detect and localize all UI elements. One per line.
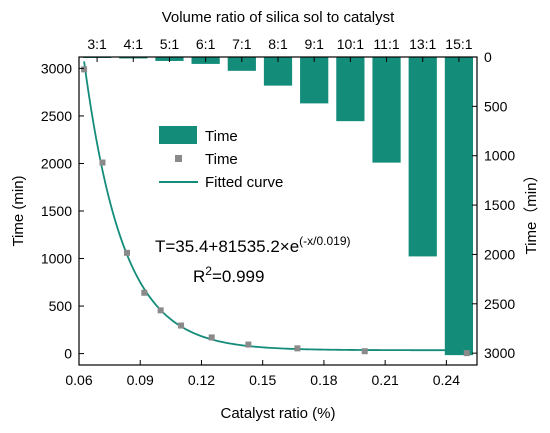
bar [408,57,437,257]
top-tick-label: 4:1 [124,36,144,52]
x-tick-label: 0.18 [310,372,337,388]
scatter-point [81,66,88,73]
legend: Time Time Fitted curve [159,126,283,191]
scatter-point [99,159,106,166]
y-tick-label-right: 1500 [484,197,515,213]
r2-prefix: R [193,267,205,286]
top-tick-label: 9:1 [304,36,324,52]
scatter-point [361,348,368,355]
ticks-group: 0.06 0.09 0.12 0.15 0.18 0.21 0.24 0 500 1000 1500… [41,36,516,388]
top-tick-label: 5:1 [160,36,180,52]
legend-fit-label: Fitted curve [205,174,283,191]
top-tick-label: 7:1 [232,36,252,52]
y-tick-label-right: 1000 [484,148,515,164]
y-tick-label-right: 500 [484,98,508,114]
x-axis-title: Catalyst ratio (%) [220,405,335,422]
legend-bar-swatch [159,126,197,144]
scatter-point [294,345,301,352]
y-axis-title-right: Time（min） [523,168,540,255]
fit-r-squared: R2=0.999 [193,264,264,286]
r2-sup: 2 [205,264,212,278]
top-tick-label: 15:1 [445,36,472,52]
x-tick-label: 0.12 [188,372,215,388]
legend-scatter-label: Time [205,151,238,168]
scatter-point [141,289,148,296]
bar [372,57,401,163]
y-tick-label-left: 3000 [41,60,72,76]
top-tick-label: 13:1 [409,36,436,52]
r2-suffix: =0.999 [212,267,264,286]
bar [336,57,365,122]
bar [227,57,256,71]
top-tick-label: 10:1 [337,36,364,52]
y-tick-label-left: 2500 [41,108,72,124]
x-tick-label: 0.24 [433,372,460,388]
legend-scatter-swatch [175,155,182,162]
scatter-point [245,341,252,348]
y-tick-label-left: 1000 [41,251,72,267]
scatter-point [463,350,470,357]
y-tick-label-left: 500 [49,298,73,314]
top-tick-label: 6:1 [196,36,216,52]
top-tick-label: 3:1 [87,36,107,52]
fit-curve-group [83,61,467,352]
top-tick-label: 8:1 [268,36,288,52]
y-tick-label-left: 1500 [41,203,72,219]
legend-bar-label: Time [205,128,238,145]
scatter-point [157,307,164,314]
y-tick-label-right: 3000 [484,345,515,361]
y-tick-label-left: 0 [64,346,72,362]
x-tick-label: 0.09 [127,372,154,388]
fit-equation-main: T=35.4+81535.2×e [155,237,299,256]
fit-curve [83,61,467,352]
y-tick-label-right: 0 [484,49,492,65]
y-tick-label-right: 2500 [484,296,515,312]
scatter-point [178,322,185,329]
bars-group [82,57,474,356]
x-tick-label: 0.06 [65,372,92,388]
fit-equation: T=35.4+81535.2×e(-x/0.019) [155,234,351,256]
y-axis-title-left: Time (min) [10,175,27,246]
scatter-point [123,249,130,256]
y-tick-label-left: 2000 [41,155,72,171]
x-tick-label: 0.21 [372,372,399,388]
top-tick-label: 11:1 [373,36,399,52]
x-tick-label: 0.15 [249,372,276,388]
bar [300,57,329,104]
top-axis-title: Volume ratio of silica sol to catalyst [162,9,395,26]
scatter-group [81,66,470,357]
y-tick-label-right: 2000 [484,246,515,262]
bar [444,57,474,356]
fit-equation-exponent: (-x/0.019) [299,234,350,248]
scatter-point [208,334,215,341]
